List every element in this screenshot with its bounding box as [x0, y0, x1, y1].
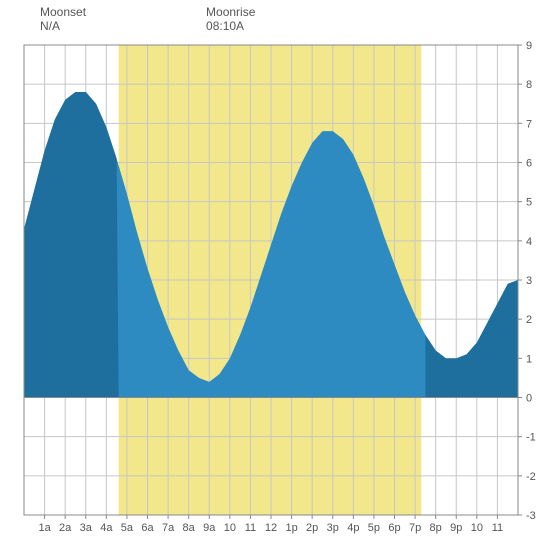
info-labels: Moonset N/A Moonrise 08:10A — [40, 5, 255, 33]
x-tick: 7p — [409, 522, 421, 534]
moonrise-block: Moonrise 08:10A — [206, 5, 255, 33]
x-tick: 8a — [183, 522, 196, 534]
x-tick: 6a — [141, 522, 154, 534]
x-tick: 10 — [224, 522, 236, 534]
y-tick: 2 — [526, 314, 532, 326]
x-tick: 3a — [80, 522, 93, 534]
y-tick: -1 — [526, 432, 536, 444]
y-tick: -2 — [526, 471, 536, 483]
x-tick: 1p — [285, 522, 297, 534]
moonset-block: Moonset N/A — [40, 5, 86, 33]
y-tick: 3 — [526, 275, 532, 287]
y-tick: 7 — [526, 118, 532, 130]
y-tick: 9 — [526, 40, 532, 52]
x-tick: 5a — [121, 522, 134, 534]
x-tick: 2p — [306, 522, 318, 534]
x-tick: 3p — [327, 522, 339, 534]
x-tick: 2a — [59, 522, 72, 534]
moonset-label: Moonset — [40, 5, 86, 19]
moonset-value: N/A — [40, 19, 86, 33]
x-tick: 11 — [492, 522, 503, 534]
x-tick: 12 — [265, 522, 277, 534]
x-tick: 4p — [347, 522, 359, 534]
y-tick: 4 — [526, 236, 532, 248]
x-tick: 6p — [388, 522, 400, 534]
moonrise-value: 08:10A — [206, 19, 255, 33]
x-tick: 10 — [471, 522, 483, 534]
y-tick: 1 — [526, 353, 532, 365]
chart-svg: -3-2-101234567891a2a3a4a5a6a7a8a9a101112… — [0, 0, 550, 550]
tide-chart: Moonset N/A Moonrise 08:10A -3-2-1012345… — [0, 0, 550, 550]
x-tick: 8p — [430, 522, 442, 534]
x-tick: 4a — [100, 522, 113, 534]
y-tick: 6 — [526, 158, 532, 170]
y-tick: 5 — [526, 197, 532, 209]
x-tick: 9p — [450, 522, 462, 534]
y-tick: -3 — [526, 510, 536, 522]
moonrise-label: Moonrise — [206, 5, 255, 19]
x-tick: 5p — [368, 522, 380, 534]
y-tick: 0 — [526, 393, 532, 405]
x-tick: 7a — [162, 522, 175, 534]
y-tick: 8 — [526, 79, 532, 91]
x-tick: 9a — [203, 522, 216, 534]
x-tick: 11 — [245, 522, 256, 534]
x-tick: 1a — [38, 522, 51, 534]
